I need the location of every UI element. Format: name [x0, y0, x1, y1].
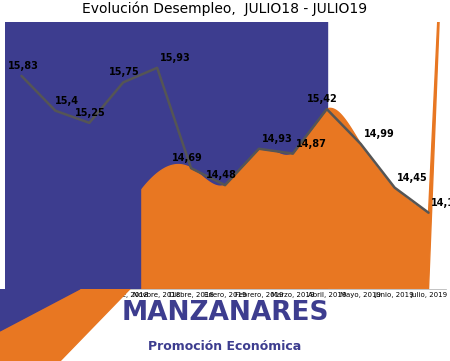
Text: 15,25: 15,25 — [76, 108, 106, 118]
Text: MANZANARES: MANZANARES — [121, 300, 329, 326]
Text: 14,99: 14,99 — [364, 129, 394, 139]
Text: 14,87: 14,87 — [296, 139, 327, 149]
Polygon shape — [22, 0, 446, 306]
Polygon shape — [0, 289, 80, 331]
Text: 15,42: 15,42 — [307, 94, 338, 104]
Polygon shape — [0, 289, 130, 361]
Text: 14,93: 14,93 — [262, 134, 292, 144]
Text: Promoción Económica: Promoción Económica — [148, 340, 302, 353]
Title: Evolución Desempleo,  JULIO18 - JULIO19: Evolución Desempleo, JULIO18 - JULIO19 — [82, 2, 368, 16]
Text: 14,48: 14,48 — [206, 170, 236, 180]
Text: 14,14: 14,14 — [431, 198, 450, 208]
Polygon shape — [4, 0, 140, 289]
Text: 14,45: 14,45 — [397, 173, 428, 183]
Polygon shape — [22, 0, 327, 185]
Polygon shape — [4, 0, 327, 289]
Text: 15,93: 15,93 — [160, 53, 191, 63]
Text: 15,4: 15,4 — [55, 96, 79, 106]
Text: 15,83: 15,83 — [8, 61, 38, 71]
Text: 15,75: 15,75 — [109, 68, 140, 77]
Text: 14,69: 14,69 — [171, 153, 202, 163]
